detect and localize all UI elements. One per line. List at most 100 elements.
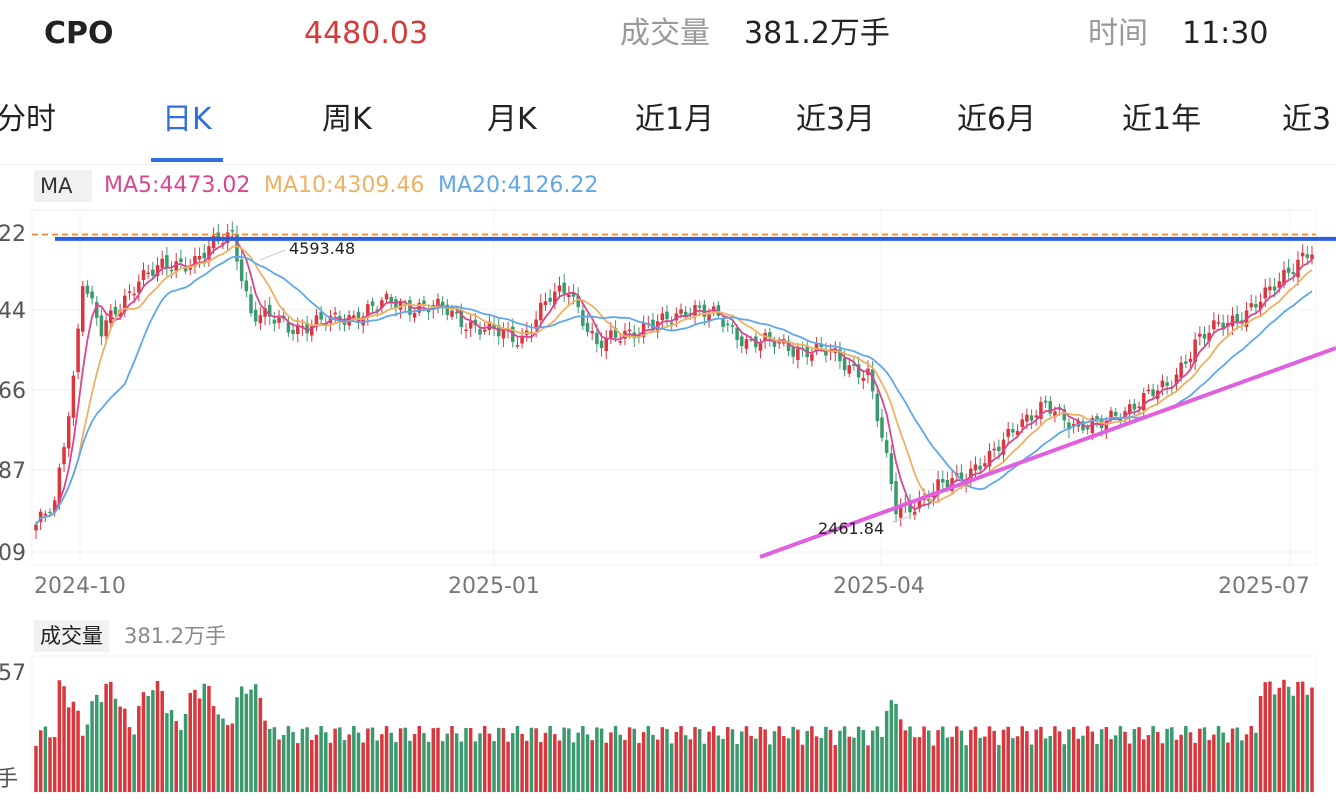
volume-bar	[305, 727, 309, 792]
volume-bar	[604, 742, 608, 792]
candle-body	[1011, 429, 1015, 433]
volume-bar	[496, 727, 501, 792]
candle-body	[623, 330, 627, 339]
candle-body	[104, 320, 108, 337]
volume-bar	[375, 740, 379, 792]
tab-1-month[interactable]: 近1月	[635, 102, 715, 137]
candle-body	[567, 294, 571, 298]
candle-body	[249, 294, 253, 314]
volume-bar	[1039, 726, 1043, 792]
candle-body	[314, 315, 319, 327]
volume-bar	[352, 726, 356, 792]
candle-body	[408, 300, 412, 315]
volume-bar	[1095, 743, 1099, 792]
volume-bar	[473, 741, 478, 792]
tab-6-months[interactable]: 近6月	[957, 102, 1037, 137]
volume-bar	[412, 733, 417, 792]
candle-body	[99, 315, 104, 337]
candle-body	[384, 293, 389, 300]
volume-bar	[782, 736, 786, 792]
volume-bar	[936, 730, 940, 792]
candle-body	[758, 342, 763, 351]
volume-bar	[525, 740, 529, 792]
volume-bar	[1291, 695, 1296, 792]
volume-bar	[1067, 729, 1071, 792]
candle-body	[370, 301, 375, 306]
volume-bar	[702, 743, 707, 792]
volume-bar	[1170, 727, 1174, 792]
volume-legend-value: 381.2万手	[124, 624, 227, 648]
tab-monthly-k[interactable]: 月K	[487, 102, 537, 137]
candle-body	[90, 291, 94, 299]
tab-intraday[interactable]: 分时	[0, 102, 56, 137]
volume-bar	[1277, 687, 1282, 792]
candle-body	[1039, 402, 1043, 419]
volume-bar	[141, 692, 146, 792]
tab-3-months[interactable]: 近3月	[796, 102, 876, 137]
volume-bar	[1188, 732, 1193, 792]
volume-bar	[669, 743, 674, 792]
candle-body	[875, 393, 880, 422]
candle-body	[80, 286, 85, 332]
candle-body	[861, 377, 866, 381]
volume-bar	[380, 734, 384, 792]
volume-bar	[852, 737, 856, 792]
volume-bar	[1123, 731, 1127, 792]
volume-bar	[235, 697, 239, 792]
tab-1-year[interactable]: 近1年	[1122, 102, 1202, 137]
volume-bar	[394, 742, 398, 792]
volume-bar	[1071, 726, 1076, 792]
candle-body	[992, 448, 996, 451]
volume-bar	[38, 730, 43, 792]
volume-bar	[623, 739, 627, 792]
candle-body	[898, 506, 903, 518]
volume-tag[interactable]: 成交量	[34, 620, 109, 652]
volume-bar	[1160, 743, 1165, 792]
volume-bar	[356, 732, 361, 792]
volume-legend: 成交量 381.2万手	[0, 620, 1336, 652]
candle-body	[772, 341, 777, 347]
volume-bar	[1310, 687, 1314, 792]
volume-bar	[660, 727, 665, 792]
volume-bar	[1001, 729, 1006, 792]
volume-bar	[48, 737, 52, 792]
candle-body	[1291, 272, 1296, 275]
candle-body	[744, 339, 749, 349]
volume-bar	[188, 692, 192, 792]
candle-body	[1249, 303, 1253, 308]
tab-weekly-k[interactable]: 周K	[322, 102, 372, 137]
volume-bar	[819, 738, 823, 792]
volume-label: 成交量	[620, 16, 710, 51]
volume-bar	[1300, 681, 1305, 792]
tab-daily-k[interactable]: 日K	[162, 102, 212, 137]
ma-tag[interactable]: MA	[34, 170, 92, 202]
candle-body	[1053, 411, 1057, 417]
volume-bar	[85, 724, 90, 792]
volume-bar	[749, 735, 753, 792]
candle-body	[1057, 408, 1062, 410]
volume-bar	[291, 732, 295, 792]
candle-body	[380, 300, 384, 309]
candle-body	[983, 463, 987, 467]
candle-body	[571, 292, 576, 297]
volume-bar	[440, 741, 445, 792]
volume-bar	[1020, 726, 1024, 792]
tab-3-years[interactable]: 近3	[1282, 102, 1332, 137]
candle-body	[889, 453, 894, 484]
volume-bar	[856, 726, 861, 792]
candle-body	[716, 305, 721, 316]
candle-body	[179, 258, 183, 263]
candle-body	[1067, 422, 1071, 430]
volume-bar	[1053, 726, 1057, 792]
candle-body	[66, 416, 71, 449]
candle-body	[768, 332, 772, 339]
volume-axis-labels: 57 手	[0, 661, 26, 792]
volume-bar	[328, 742, 333, 792]
volume-bar	[651, 734, 655, 792]
candle-body	[609, 330, 613, 338]
candle-body	[295, 324, 300, 335]
volume-bar	[155, 681, 160, 792]
volume-bar	[230, 723, 235, 792]
candle-body	[842, 357, 847, 371]
